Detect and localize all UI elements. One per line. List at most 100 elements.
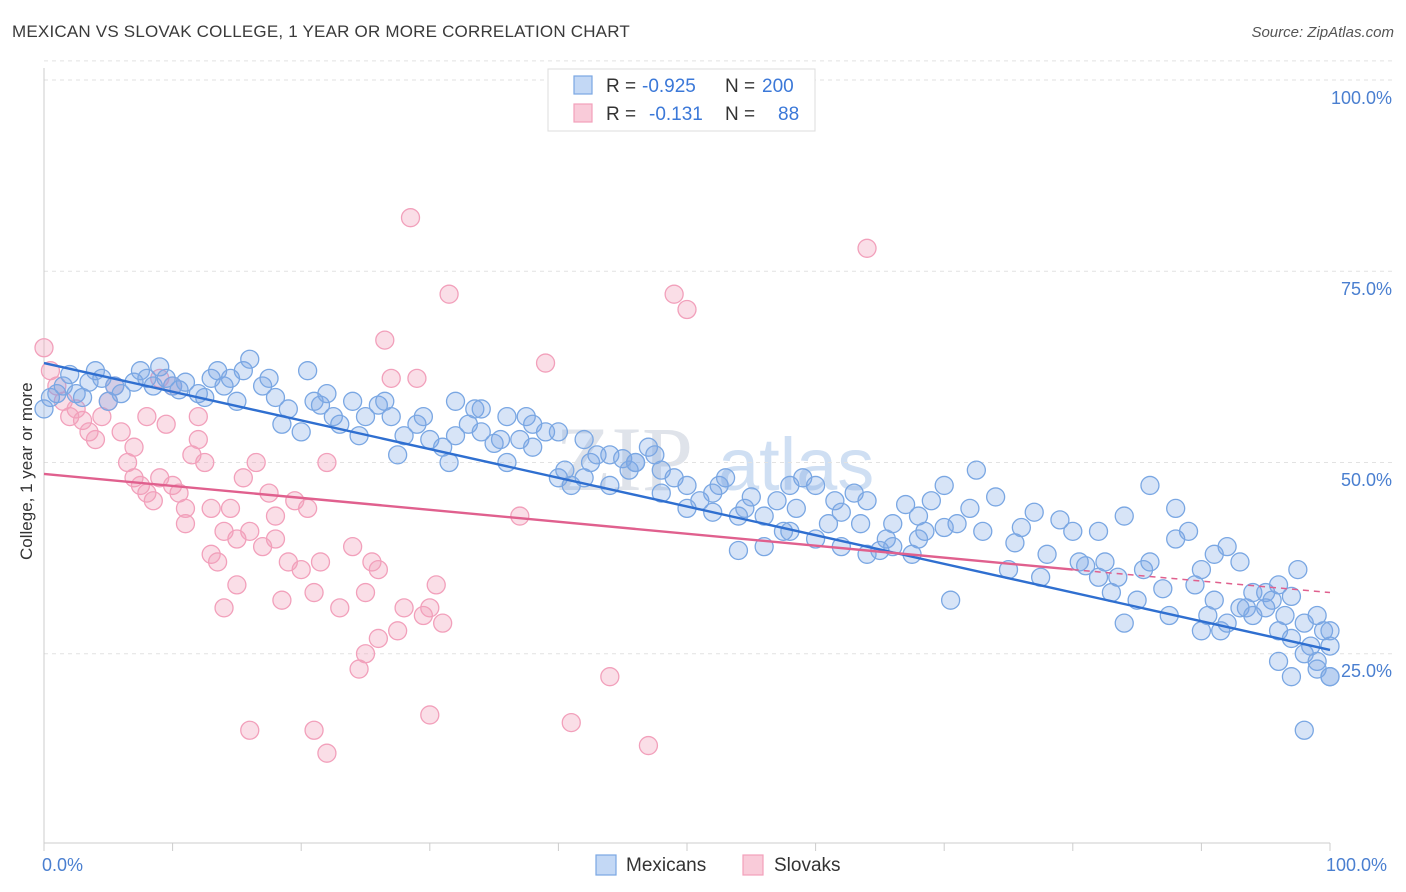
slovaks-point: [355, 582, 376, 603]
mexicans-point: [471, 422, 491, 442]
slovaks-point: [677, 299, 697, 320]
slovaks-point: [188, 429, 208, 450]
chart-title: MEXICAN VS SLOVAK COLLEGE, 1 YEAR OR MOR…: [12, 22, 630, 41]
legend-r-label-mexicans: R =: [606, 76, 636, 97]
mexicans-point: [214, 376, 234, 396]
mexicans-point: [715, 468, 736, 488]
mexicans-point: [940, 590, 961, 610]
legend-n-value-mexicans: 200: [762, 76, 794, 97]
mexicans-point: [1281, 586, 1302, 607]
slovaks-point: [439, 284, 459, 304]
legend-swatch-slovaks: [573, 103, 593, 123]
slovaks-point: [66, 399, 86, 419]
slovaks-point: [201, 544, 221, 564]
x-tick-label-100: 100.0%: [1326, 855, 1387, 875]
mexicans-point: [137, 368, 157, 389]
mexicans-point: [471, 399, 491, 419]
mexicans-point: [786, 498, 806, 519]
mexicans-point: [735, 498, 755, 519]
mexicans-point: [548, 422, 569, 442]
mexicans-point: [240, 349, 260, 369]
mexicans-point: [150, 357, 170, 377]
slovaks-point: [426, 575, 446, 595]
mexicans-point: [908, 529, 929, 549]
mexicans-point: [465, 399, 485, 419]
legend-r-value-slovaks: -0.131: [649, 104, 703, 125]
mexicans-point: [574, 429, 594, 450]
mexicans-point: [342, 391, 363, 411]
x-tick-label-0: 0.0%: [42, 855, 83, 875]
mexicans-point: [1133, 559, 1154, 580]
y-tick-label-25: 25.0%: [1341, 661, 1392, 681]
slovaks-point: [600, 667, 620, 687]
slovaks-point: [156, 414, 176, 434]
mexicans-point: [317, 383, 337, 404]
slovaks-point: [304, 582, 324, 603]
slovaks-point: [201, 498, 221, 519]
mexicans-point: [252, 376, 273, 396]
mexicans-point: [600, 445, 620, 465]
slovaks-point: [420, 705, 440, 725]
bottom-legend-swatch-slovaks: [742, 854, 764, 876]
mexicans-point: [767, 491, 787, 511]
slovaks-point: [195, 452, 215, 473]
mexicans-point: [741, 487, 761, 507]
mexicans-point: [233, 361, 253, 381]
mexicans-point: [754, 506, 774, 526]
mexicans-point: [1256, 598, 1276, 618]
mexicans-point: [850, 514, 871, 534]
slovaks-point: [143, 491, 163, 511]
slovaks-point: [227, 575, 247, 595]
trend-lines: [43, 361, 1331, 652]
mexicans-point: [111, 383, 131, 404]
mexicans-point: [883, 514, 903, 534]
mexicans-point: [1217, 537, 1237, 557]
mexicans-point: [1320, 621, 1340, 641]
slovaks-point: [233, 468, 253, 488]
slovaks-point: [246, 452, 266, 473]
mexicans-point: [105, 376, 125, 396]
slovaks-point: [362, 552, 382, 572]
slovaks-point: [510, 506, 530, 526]
slovaks-point: [265, 506, 286, 526]
slovaks-point: [124, 437, 144, 457]
mexicans-point: [175, 372, 196, 392]
y-tick-label-75: 75.0%: [1341, 279, 1392, 299]
mexicans-point: [703, 483, 723, 503]
mexicans-point: [1294, 720, 1314, 740]
mexicans-point: [1320, 636, 1340, 656]
slovaks-trend-line: [43, 472, 1073, 571]
slovaks-point: [368, 628, 389, 649]
slovaks-point: [265, 529, 286, 549]
slovaks-point: [220, 498, 241, 519]
mexicans-point: [857, 491, 877, 511]
mexicans-point: [818, 514, 839, 534]
slovaks-point: [317, 452, 337, 473]
slovaks-point: [259, 483, 279, 503]
mexicans-point: [1281, 667, 1302, 687]
mexicans-point: [1037, 544, 1057, 564]
mexicans-point: [921, 491, 941, 511]
mexicans-point: [1243, 582, 1263, 603]
slovaks-point: [85, 429, 106, 450]
mexicans-point: [677, 475, 697, 496]
mexicans-point: [1140, 475, 1160, 496]
slovaks-point: [420, 598, 440, 618]
mexicans-point: [323, 406, 344, 427]
mexicans-point: [523, 414, 543, 434]
legend-n-value-slovaks: 88: [778, 104, 799, 125]
mexicans-point: [895, 494, 916, 515]
mexicans-point: [1288, 559, 1308, 580]
slovaks-point: [857, 238, 877, 258]
slovaks-point: [297, 498, 318, 519]
slovaks-point: [664, 284, 684, 304]
slovaks-point: [34, 338, 54, 358]
slovaks-point: [433, 613, 453, 633]
axes: [43, 68, 1331, 851]
mexicans-point: [490, 429, 511, 450]
mexicans-point: [1307, 651, 1327, 672]
slovaks-point: [368, 559, 389, 580]
mexicans-point: [291, 422, 311, 442]
slovaks-point: [304, 720, 324, 740]
mexicans-point: [387, 445, 408, 465]
